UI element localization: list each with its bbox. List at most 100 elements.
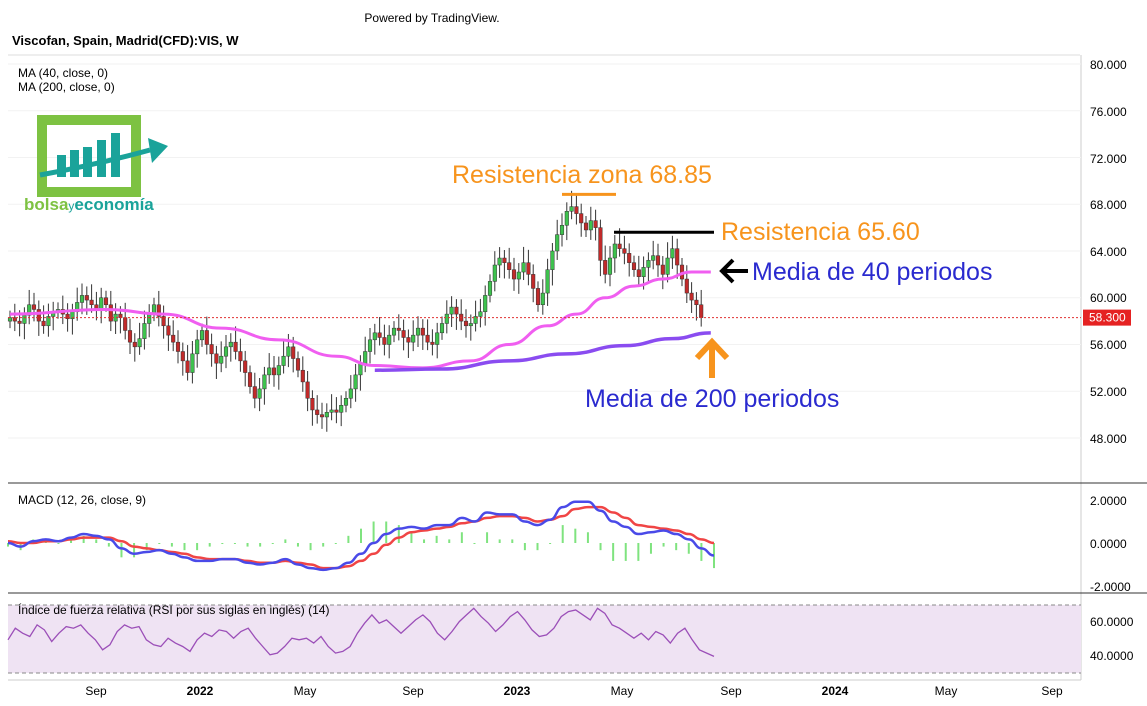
rsi-label: Índice de fuerza relativa (RSI por sus s… xyxy=(18,602,329,617)
macd-histogram-bar xyxy=(233,543,236,544)
svg-text:bolsayeconomía: bolsayeconomía xyxy=(24,195,154,214)
candle-up xyxy=(439,323,445,334)
candle-down xyxy=(243,360,248,373)
candle-down xyxy=(425,334,430,343)
macd-histogram-bar xyxy=(372,521,375,543)
candle-down xyxy=(377,332,382,338)
candle-up xyxy=(363,351,368,364)
time-label: May xyxy=(935,684,958,698)
macd-histogram-bar xyxy=(183,543,186,551)
price-grid xyxy=(8,63,1081,439)
macd-histogram-bar xyxy=(120,543,123,558)
macd-histogram-bar xyxy=(523,543,526,551)
candle-up xyxy=(372,332,377,341)
candle-down xyxy=(132,341,137,348)
macd-label: MACD (12, 26, close, 9) xyxy=(18,493,146,507)
candle-up xyxy=(545,269,550,294)
macd-histogram-bar xyxy=(95,539,98,543)
powered-by-label: Powered by TradingView. xyxy=(364,11,499,25)
candle-up xyxy=(435,332,440,345)
symbol-title: Viscofan, Spain, Madrid(CFD):VIS, W xyxy=(12,33,239,48)
candle-down xyxy=(305,381,310,399)
candle-up xyxy=(492,264,497,282)
candle-up xyxy=(670,248,675,259)
macd-histogram-bar xyxy=(637,543,640,561)
candle-down xyxy=(454,306,459,315)
rsi-band xyxy=(8,605,1081,673)
candle-down xyxy=(689,292,694,301)
candle-down xyxy=(123,317,128,331)
last-price-value: 58.300 xyxy=(1089,311,1126,325)
candle-up xyxy=(483,295,488,313)
macd-histogram-bar xyxy=(599,543,602,551)
macd-histogram-bar xyxy=(221,543,224,544)
time-label: Sep xyxy=(85,684,107,698)
macd-histogram-bar xyxy=(133,543,136,558)
candle-up xyxy=(540,292,545,306)
macd-histogram-bar xyxy=(246,543,249,547)
macd-histogram-bar xyxy=(57,543,60,544)
time-label: 2022 xyxy=(187,684,214,698)
macd-histogram-bar xyxy=(82,535,85,543)
macd-histogram-bar xyxy=(170,543,173,547)
candle-down xyxy=(535,288,541,306)
candle-up xyxy=(358,362,363,376)
candle-down xyxy=(655,255,661,266)
macd-histogram-bar xyxy=(511,539,514,543)
candle-up xyxy=(147,313,152,324)
ma40-annotation: Media de 40 periodos xyxy=(752,258,992,286)
macd-histogram xyxy=(7,521,715,569)
arrow-up-icon xyxy=(694,337,730,378)
candle-down xyxy=(622,248,627,254)
arrow-left-icon xyxy=(719,258,748,284)
time-label: Sep xyxy=(1041,684,1063,698)
candle-up xyxy=(324,412,329,418)
candle-down xyxy=(675,248,680,266)
rsi-tick: 40.0000 xyxy=(1090,649,1134,663)
candle-down xyxy=(214,353,219,364)
macd-histogram-bar xyxy=(284,539,287,543)
candle-down xyxy=(300,369,305,383)
ma200-line xyxy=(374,331,711,372)
macd-histogram-bar xyxy=(662,543,665,547)
time-label: May xyxy=(611,684,634,698)
macd-histogram-bar xyxy=(649,543,652,554)
candle-down xyxy=(180,351,185,362)
ma200-annotation: Media de 200 periodos xyxy=(585,385,839,413)
macd-histogram-bar xyxy=(536,543,539,551)
candle-down xyxy=(238,351,243,362)
candle-up xyxy=(142,323,147,339)
candle-up xyxy=(411,334,416,343)
macd-tick: 0.0000 xyxy=(1090,537,1127,551)
resistance-annotation: Resistencia 65.60 xyxy=(721,218,920,246)
price-tick: 56.000 xyxy=(1090,338,1127,352)
macd-histogram-bar xyxy=(397,525,400,543)
candle-down xyxy=(603,260,608,275)
macd-histogram-bar xyxy=(360,528,362,543)
macd-histogram-bar xyxy=(385,521,388,543)
macd-histogram-bar xyxy=(158,543,161,544)
candle-up xyxy=(267,367,272,376)
candle-down xyxy=(204,330,209,345)
candle-up xyxy=(516,271,521,280)
macd-histogram-bar xyxy=(448,539,451,543)
candle-up xyxy=(219,355,224,364)
candle-up xyxy=(353,374,358,390)
candle-up xyxy=(555,234,560,252)
time-label: Sep xyxy=(402,684,424,698)
candle-down xyxy=(12,317,17,322)
macd-histogram-bar xyxy=(486,532,489,543)
candle-up xyxy=(559,225,565,235)
candle-down xyxy=(463,320,469,327)
candle-down xyxy=(631,262,637,270)
price-tick: 52.000 xyxy=(1090,385,1127,399)
candle-up xyxy=(262,374,267,390)
candle-up xyxy=(46,316,51,327)
candle-up xyxy=(444,313,449,324)
candle-down xyxy=(252,386,257,399)
last-price-badge xyxy=(1083,309,1131,326)
candle-down xyxy=(209,344,214,355)
candle-down xyxy=(295,358,301,371)
candle-up xyxy=(468,323,473,327)
rsi-tick: 60.0000 xyxy=(1090,615,1134,629)
